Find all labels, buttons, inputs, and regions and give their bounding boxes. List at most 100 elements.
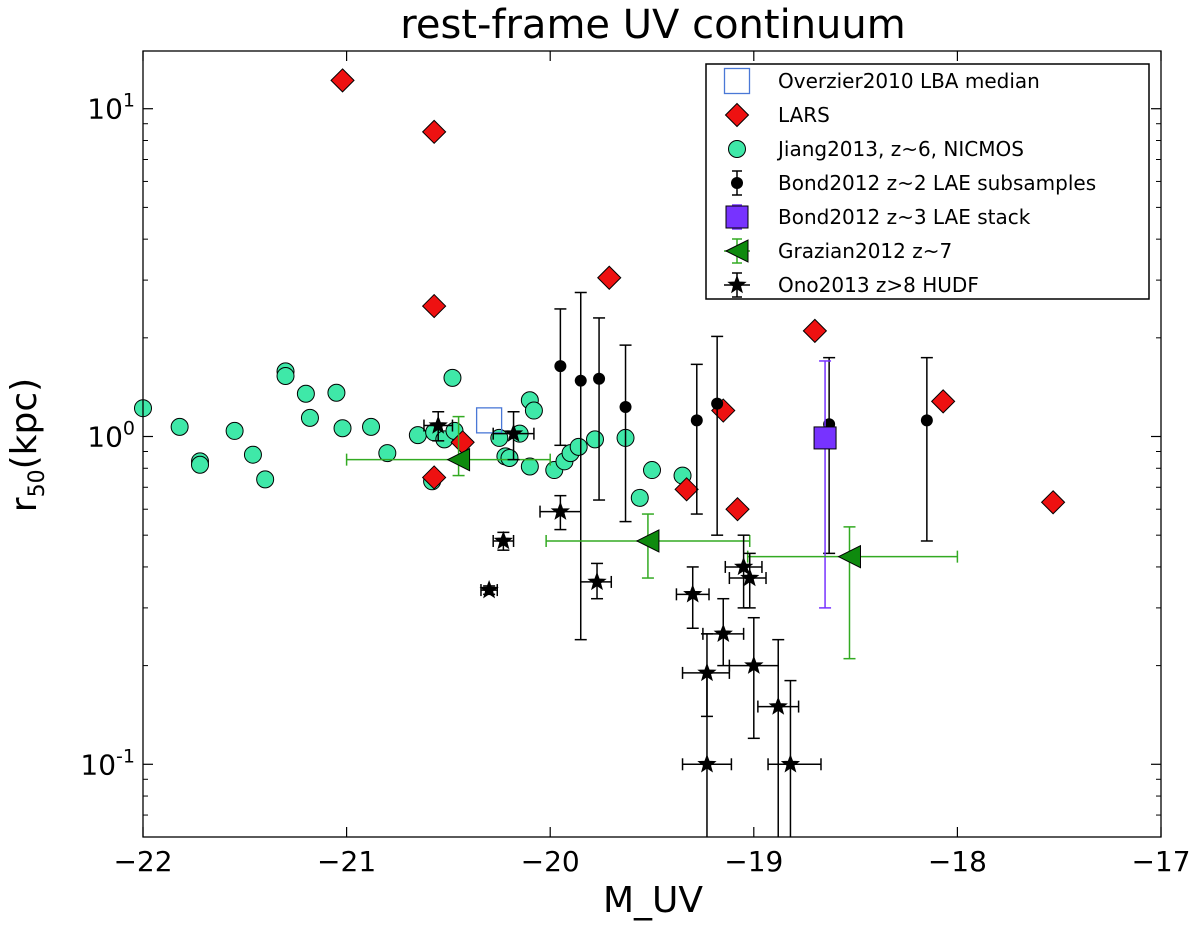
plot-frame <box>142 50 1162 838</box>
legend-label: Ono2013 z>8 HUDF <box>778 273 979 297</box>
x-tick-label: −17 <box>1131 845 1190 878</box>
series-star <box>423 410 822 837</box>
data-point <box>493 530 513 550</box>
data-point <box>740 567 760 587</box>
series-triangle-left <box>345 415 959 660</box>
y-axis-label-unit: (kpc) <box>4 378 45 470</box>
legend-entry: Jiang2013, z~6, NICMOS <box>728 137 1024 161</box>
series-circle <box>134 362 692 507</box>
series-diamond <box>330 68 1066 522</box>
y-axis-label-sub: 50 <box>25 469 50 497</box>
x-axis-label: M_UV <box>603 880 703 921</box>
x-tick-label: −18 <box>928 845 987 878</box>
data-point <box>421 465 447 490</box>
legend-label: Bond2012 z~3 LAE stack <box>778 205 1031 229</box>
data-point <box>643 461 661 480</box>
data-point <box>635 529 660 553</box>
data-point <box>330 68 355 93</box>
data-point <box>713 623 733 643</box>
legend-label: Bond2012 z~2 LAE subsamples <box>778 171 1096 195</box>
legend-label: Grazian2012 z~7 <box>778 239 952 263</box>
data-point <box>683 584 703 603</box>
data-point <box>479 579 499 599</box>
data-point <box>1040 490 1066 515</box>
data-point <box>256 470 275 489</box>
legend-entry: Bond2012 z~3 LAE stack <box>725 204 1031 230</box>
data-point <box>296 384 315 403</box>
legend-label: LARS <box>778 103 830 127</box>
y-tick-base: 10 <box>80 748 116 781</box>
legend-entry: Ono2013 z>8 HUDF <box>724 272 979 298</box>
data-point <box>813 426 837 450</box>
data-point <box>225 421 244 440</box>
y-tick-label: 101 <box>87 90 135 126</box>
legend-marker <box>731 177 743 189</box>
data-point <box>593 372 606 385</box>
y-tick-exponent: -1 <box>116 745 135 767</box>
data-point <box>421 119 447 145</box>
legend-entry: Overzier2010 LBA median <box>723 67 1040 95</box>
y-axis-label-main: r <box>4 497 45 512</box>
data-point <box>920 414 933 427</box>
data-point <box>837 544 861 569</box>
series-square <box>813 360 837 609</box>
data-point <box>170 417 189 436</box>
y-tick-base: 10 <box>87 421 123 454</box>
data-point <box>300 408 319 427</box>
legend-entry: LARS <box>724 102 830 128</box>
data-point <box>276 366 295 385</box>
legend-marker <box>725 205 749 229</box>
legend-marker <box>724 102 750 128</box>
data-point <box>768 696 788 715</box>
data-point <box>619 401 632 414</box>
data-point <box>503 423 524 442</box>
legend: Overzier2010 LBA median LARS Jiang2013, z~… <box>705 63 1150 300</box>
data-point <box>697 754 717 773</box>
data-point <box>362 417 381 436</box>
y-tick-exponent: 1 <box>123 90 135 112</box>
data-point <box>524 401 543 420</box>
y-tick-exponent: 0 <box>123 418 135 440</box>
data-point <box>520 457 539 476</box>
data-point <box>574 374 587 387</box>
legend-marker <box>723 67 751 95</box>
y-tick-label: 100 <box>87 418 135 454</box>
data-point <box>585 430 604 449</box>
data-point <box>630 488 649 507</box>
data-point <box>554 360 567 373</box>
data-point <box>443 368 462 387</box>
y-tick-base: 10 <box>87 93 123 126</box>
legend-marker <box>724 239 749 263</box>
data-point <box>500 448 519 467</box>
data-marks <box>134 68 1066 837</box>
x-tick-label: −19 <box>724 845 783 878</box>
data-point <box>333 419 352 438</box>
data-point <box>191 455 210 474</box>
y-tick-label: 10-1 <box>80 745 135 781</box>
legend-marker <box>727 274 747 294</box>
data-point <box>327 383 346 402</box>
legend-box <box>705 63 1150 300</box>
data-point <box>475 407 503 434</box>
x-tick-label: −22 <box>113 845 172 878</box>
x-tick-label: −20 <box>521 845 580 878</box>
legend-label: Overzier2010 LBA median <box>778 69 1040 93</box>
data-point <box>550 501 570 520</box>
chart-title: rest-frame UV continuum <box>400 2 905 48</box>
data-point <box>243 445 262 464</box>
data-point <box>674 477 699 502</box>
data-point <box>587 571 607 591</box>
data-point <box>930 389 956 414</box>
legend-marker <box>728 140 746 158</box>
y-axis-label: r50(kpc) <box>4 378 50 512</box>
data-point <box>802 318 828 344</box>
data-point <box>446 447 471 472</box>
data-point <box>725 497 750 522</box>
data-point <box>569 437 588 456</box>
data-point <box>378 444 397 463</box>
legend-entry: Bond2012 z~2 LAE subsamples <box>731 170 1096 196</box>
data-point <box>428 415 448 434</box>
data-point <box>421 293 447 319</box>
series-circle-small <box>554 291 933 641</box>
